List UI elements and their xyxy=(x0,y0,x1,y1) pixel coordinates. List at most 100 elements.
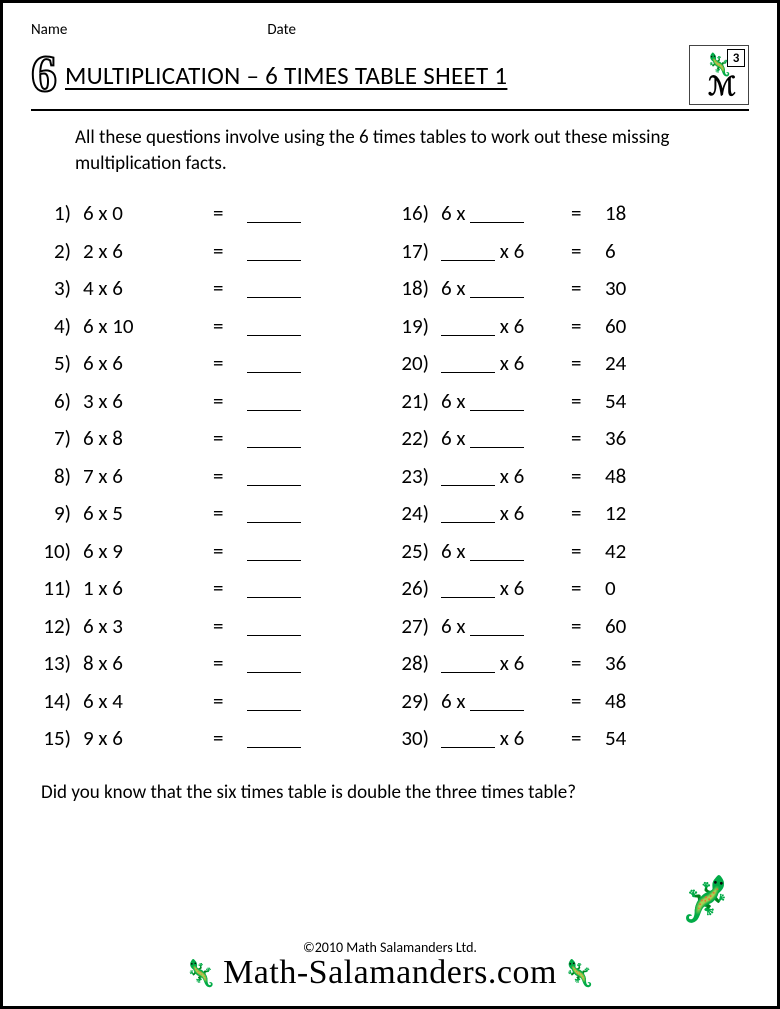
problem-expression: 6 x xyxy=(441,390,571,412)
problem-number: 13) xyxy=(39,653,83,674)
answer-blank[interactable] xyxy=(247,618,301,636)
problem-expression: x 6 xyxy=(441,465,571,487)
operand-blank[interactable] xyxy=(441,318,495,336)
problem-number: 15) xyxy=(39,728,83,749)
answer-value: 48 xyxy=(605,466,626,487)
problem-row: 4)6 x 10= xyxy=(39,315,387,337)
answer-blank[interactable] xyxy=(247,393,301,411)
equals-sign: = xyxy=(571,428,605,449)
answer-blank[interactable] xyxy=(247,505,301,523)
answer-blank[interactable] xyxy=(247,205,301,223)
meta-row: Name Date xyxy=(31,21,749,39)
problem-number: 22) xyxy=(397,428,441,449)
answer-cell xyxy=(247,427,301,449)
problem-expression: x 6 xyxy=(441,727,571,749)
operand-blank[interactable] xyxy=(441,243,495,261)
corner-number-icon: 6 xyxy=(31,49,55,101)
problem-number: 19) xyxy=(397,316,441,337)
operand-blank[interactable] xyxy=(441,655,495,673)
equals-sign: = xyxy=(571,391,605,412)
problem-number: 4) xyxy=(39,316,83,337)
equals-sign: = xyxy=(213,578,247,599)
answer-blank[interactable] xyxy=(247,655,301,673)
equals-sign: = xyxy=(213,541,247,562)
problem-expression: 6 x xyxy=(441,690,571,712)
answer-cell xyxy=(247,315,301,337)
problem-row: 2)2 x 6= xyxy=(39,240,387,262)
problem-number: 2) xyxy=(39,241,83,262)
equals-sign: = xyxy=(213,428,247,449)
operand-blank[interactable] xyxy=(441,468,495,486)
answer-cell xyxy=(247,502,301,524)
equals-sign: = xyxy=(571,503,605,524)
equals-sign: = xyxy=(571,278,605,299)
problem-row: 22)6 x =36 xyxy=(397,427,745,449)
problem-expression: x 6 xyxy=(441,352,571,374)
answer-blank[interactable] xyxy=(247,280,301,298)
equals-sign: = xyxy=(571,653,605,674)
left-column: 1)6 x 0=2)2 x 6=3)4 x 6=4)6 x 10=5)6 x 6… xyxy=(39,202,387,765)
operand-blank[interactable] xyxy=(470,543,524,561)
answer-blank[interactable] xyxy=(247,355,301,373)
equals-sign: = xyxy=(571,616,605,637)
equals-sign: = xyxy=(213,203,247,224)
operand-blank[interactable] xyxy=(470,280,524,298)
worksheet-page: Name Date 6 MULTIPLICATION – 6 TIMES TAB… xyxy=(0,0,780,1009)
problem-row: 27)6 x =60 xyxy=(397,615,745,637)
answer-blank[interactable] xyxy=(247,580,301,598)
operand-blank[interactable] xyxy=(470,618,524,636)
problem-row: 11)1 x 6= xyxy=(39,577,387,599)
equals-sign: = xyxy=(213,616,247,637)
operand-blank[interactable] xyxy=(441,505,495,523)
operand-blank[interactable] xyxy=(470,430,524,448)
answer-cell xyxy=(247,240,301,262)
operand-blank[interactable] xyxy=(441,580,495,598)
problem-expression: 7 x 6 xyxy=(83,466,213,487)
problem-expression: 6 x xyxy=(441,615,571,637)
answer-blank[interactable] xyxy=(247,468,301,486)
answer-cell xyxy=(247,540,301,562)
equals-sign: = xyxy=(213,241,247,262)
problem-number: 14) xyxy=(39,691,83,712)
footer: ©2010 Math Salamanders Ltd. 🦎 Math-Salam… xyxy=(3,939,777,992)
answer-cell xyxy=(247,577,301,599)
problem-number: 24) xyxy=(397,503,441,524)
operand-blank[interactable] xyxy=(441,355,495,373)
operand-blank[interactable] xyxy=(441,730,495,748)
answer-value: 0 xyxy=(605,578,616,599)
answer-cell xyxy=(247,352,301,374)
answer-value: 12 xyxy=(605,503,626,524)
equals-sign: = xyxy=(571,578,605,599)
problem-number: 12) xyxy=(39,616,83,637)
answer-blank[interactable] xyxy=(247,318,301,336)
problem-row: 5)6 x 6= xyxy=(39,352,387,374)
answer-blank[interactable] xyxy=(247,730,301,748)
problem-expression: 2 x 6 xyxy=(83,241,213,262)
answer-blank[interactable] xyxy=(247,693,301,711)
answer-blank[interactable] xyxy=(247,430,301,448)
problem-row: 26) x 6=0 xyxy=(397,577,745,599)
problem-number: 28) xyxy=(397,653,441,674)
equals-sign: = xyxy=(213,691,247,712)
problem-expression: 6 x 3 xyxy=(83,616,213,637)
answer-blank[interactable] xyxy=(247,243,301,261)
answer-cell xyxy=(247,615,301,637)
operand-blank[interactable] xyxy=(470,393,524,411)
problem-row: 9)6 x 5= xyxy=(39,502,387,524)
problem-row: 18)6 x =30 xyxy=(397,277,745,299)
problem-row: 7)6 x 8= xyxy=(39,427,387,449)
date-label: Date xyxy=(267,21,296,39)
equals-sign: = xyxy=(213,503,247,524)
answer-value: 36 xyxy=(605,653,626,674)
problem-number: 16) xyxy=(397,203,441,224)
answer-blank[interactable] xyxy=(247,543,301,561)
problem-number: 3) xyxy=(39,278,83,299)
equals-sign: = xyxy=(571,241,605,262)
problem-expression: 6 x 9 xyxy=(83,541,213,562)
problem-number: 25) xyxy=(397,541,441,562)
operand-blank[interactable] xyxy=(470,693,524,711)
problem-row: 30) x 6=54 xyxy=(397,727,745,749)
problem-number: 30) xyxy=(397,728,441,749)
operand-blank[interactable] xyxy=(470,205,524,223)
answer-value: 54 xyxy=(605,391,626,412)
